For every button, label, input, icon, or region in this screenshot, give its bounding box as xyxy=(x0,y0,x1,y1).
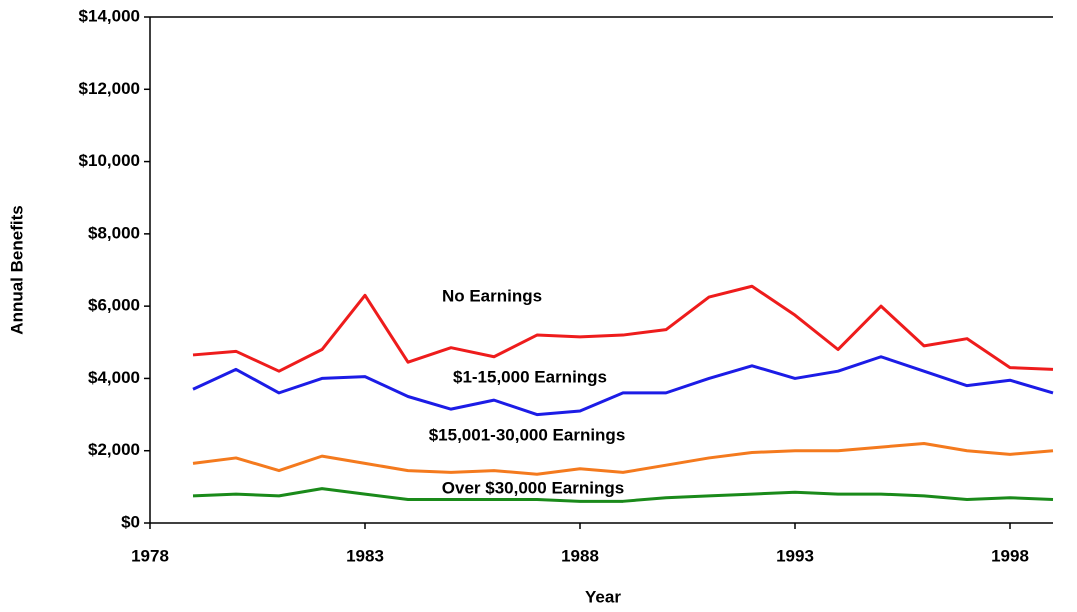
x-tick-label: 1978 xyxy=(131,546,169,565)
series-label: $15,001-30,000 Earnings xyxy=(429,425,626,444)
series-line xyxy=(192,441,1054,476)
series-line xyxy=(192,284,1054,373)
y-tick-label: $4,000 xyxy=(88,368,140,387)
y-tick-label: $8,000 xyxy=(88,223,140,242)
y-axis-title: Annual Benefits xyxy=(7,205,26,334)
x-tick-label: 1983 xyxy=(346,546,384,565)
y-tick-label: $0 xyxy=(121,512,140,531)
y-tick-label: $2,000 xyxy=(88,440,140,459)
x-tick-label: 1988 xyxy=(561,546,599,565)
series-label: No Earnings xyxy=(442,286,542,305)
x-tick-label: 1993 xyxy=(776,546,814,565)
series-line xyxy=(192,355,1054,417)
x-axis-title: Year xyxy=(585,587,621,606)
series-line xyxy=(192,487,1054,503)
y-tick-label: $12,000 xyxy=(79,79,140,98)
series-label: Over $30,000 Earnings xyxy=(442,478,624,497)
series-label: $1-15,000 Earnings xyxy=(453,367,607,386)
x-tick-label: 1998 xyxy=(991,546,1029,565)
y-tick-label: $10,000 xyxy=(79,151,140,170)
y-tick-label: $6,000 xyxy=(88,296,140,315)
y-tick-label: $14,000 xyxy=(79,6,140,25)
